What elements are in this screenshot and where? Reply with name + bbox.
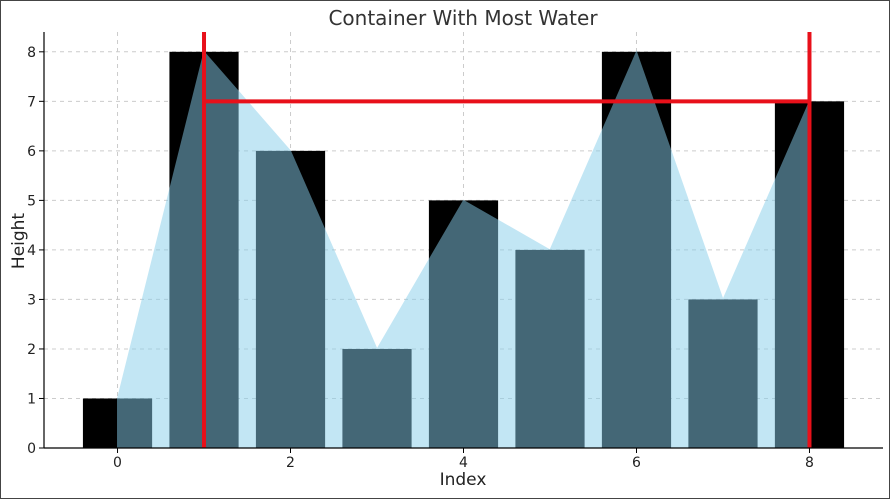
tick-layer: 0 2 4 6 8 0 1 2 3 4 5 6 7 8 [27, 45, 814, 471]
y-tick-label: 0 [27, 441, 36, 457]
y-tick-label: 5 [27, 193, 36, 209]
x-axis-label: Index [440, 470, 487, 490]
container-layer [202, 32, 812, 448]
y-tick-label: 7 [27, 94, 36, 110]
y-tick-label: 6 [27, 144, 36, 160]
y-tick-label: 3 [27, 292, 36, 308]
x-tick-label: 8 [805, 455, 814, 471]
y-tick-label: 4 [27, 243, 36, 259]
chart-title: Container With Most Water [328, 6, 598, 30]
x-tick-label: 2 [286, 455, 295, 471]
y-tick-label: 1 [27, 391, 36, 407]
x-tick-label: 4 [459, 455, 468, 471]
y-tick-label: 2 [27, 342, 36, 358]
y-tick-label: 8 [27, 45, 36, 61]
x-tick-label: 0 [113, 455, 122, 471]
x-tick-label: 6 [632, 455, 641, 471]
y-axis-label: Height [9, 213, 29, 270]
